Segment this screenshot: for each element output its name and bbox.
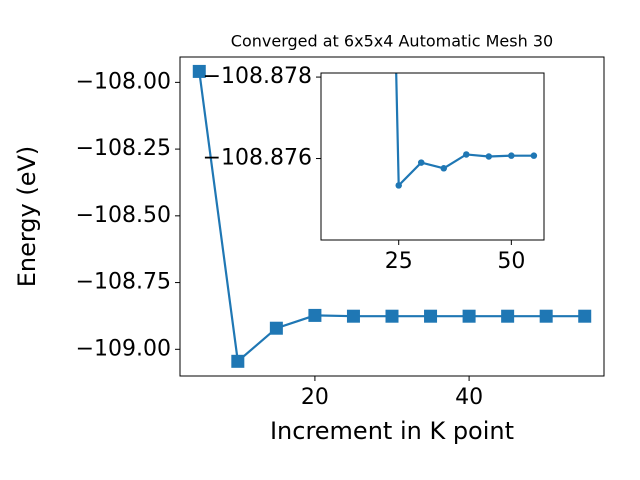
- x-tick-label: 25: [385, 249, 413, 274]
- marker: [578, 309, 592, 323]
- axes-frame: [320, 72, 545, 241]
- x-tick-label: 20: [301, 385, 329, 410]
- marker: [231, 354, 245, 368]
- y-tick-label: −109.00: [76, 336, 171, 361]
- y-tick-label: −108.25: [76, 136, 171, 161]
- marker: [192, 64, 206, 78]
- marker: [346, 309, 360, 323]
- axes-frame: [179, 56, 605, 377]
- marker: [485, 153, 493, 160]
- marker: [462, 309, 476, 323]
- marker: [508, 152, 515, 159]
- y-axis-label: Energy (eV): [13, 146, 41, 288]
- marker: [440, 165, 448, 172]
- marker: [530, 152, 538, 159]
- y-tick-label: −108.00: [76, 69, 171, 94]
- y-tick-label: −108.878: [203, 64, 312, 89]
- marker: [395, 182, 402, 189]
- line: [395, 73, 534, 189]
- marker: [417, 159, 425, 166]
- marker: [463, 151, 470, 158]
- chart-title: Converged at 6x5x4 Automatic Mesh 30: [231, 32, 553, 51]
- marker: [269, 321, 283, 335]
- y-tick-label: −108.50: [76, 203, 171, 228]
- y-tick-label: −108.75: [76, 270, 171, 295]
- plot-area: [192, 64, 592, 368]
- marker: [385, 309, 399, 323]
- x-tick-label: 40: [455, 385, 483, 410]
- marker: [424, 309, 438, 323]
- marker: [539, 309, 553, 323]
- y-tick-label: −108.876: [203, 146, 312, 171]
- marker: [501, 309, 515, 323]
- x-axis-label: Increment in K point: [270, 417, 514, 445]
- marker: [308, 308, 322, 322]
- plot-area: [395, 73, 538, 189]
- x-tick-label: 50: [497, 249, 525, 274]
